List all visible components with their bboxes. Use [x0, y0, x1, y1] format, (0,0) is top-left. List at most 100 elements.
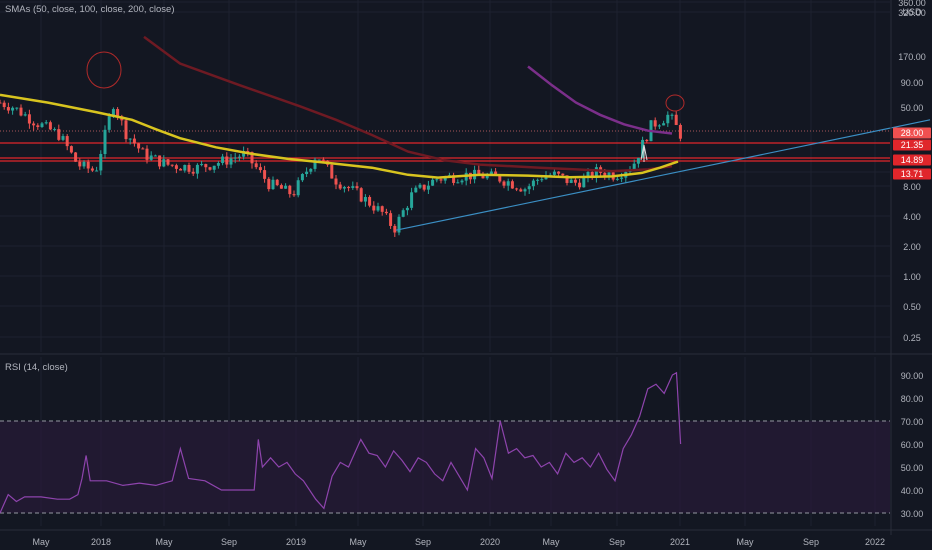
candle-body	[515, 188, 519, 190]
candle	[128, 138, 132, 145]
time-tick-label: 2018	[91, 537, 111, 547]
candle-body	[368, 197, 372, 206]
candle	[376, 202, 380, 212]
candle	[2, 100, 6, 110]
candle	[510, 179, 514, 189]
candle	[435, 178, 439, 183]
candle-body	[99, 153, 103, 171]
candle	[275, 178, 279, 187]
price-tick-label: 4.00	[903, 212, 921, 222]
candle-body	[216, 163, 220, 166]
candle-body	[305, 171, 309, 175]
candle	[536, 178, 540, 185]
candle	[99, 150, 103, 176]
candle-body	[607, 172, 611, 177]
candle	[0, 99, 2, 104]
candle-body	[145, 148, 149, 160]
candle	[384, 208, 388, 215]
candle-body	[221, 156, 225, 164]
candle-body	[132, 138, 136, 144]
rsi-pane[interactable]	[0, 357, 890, 526]
candle-body	[523, 189, 527, 192]
candle-body	[670, 114, 674, 116]
candle-body	[498, 174, 502, 182]
rsi-legend[interactable]: RSI (14, close)	[5, 362, 68, 373]
candle	[40, 121, 44, 128]
candle	[372, 201, 376, 214]
candle-body	[95, 170, 99, 172]
candle	[141, 147, 145, 150]
time-tick-label: Sep	[221, 537, 237, 547]
candle	[657, 124, 661, 129]
candle-body	[372, 205, 376, 211]
candle	[132, 134, 136, 147]
candle	[300, 173, 304, 183]
candle	[48, 120, 52, 131]
price-label-box	[893, 154, 931, 166]
candle	[506, 178, 510, 191]
candle-body	[279, 185, 283, 189]
sma-200-line	[527, 65, 673, 135]
sma-100-line	[143, 35, 673, 173]
candle	[330, 162, 334, 179]
candle-body	[65, 136, 69, 147]
candle-body	[86, 161, 90, 169]
candle-body	[418, 184, 422, 188]
candle	[267, 177, 271, 192]
candle	[200, 160, 204, 167]
price-tick-label: 50.00	[901, 103, 924, 113]
time-tick-label: 2021	[670, 537, 690, 547]
candle	[632, 159, 636, 171]
candle-body	[594, 167, 598, 178]
candle	[515, 187, 519, 192]
candle-body	[242, 150, 246, 157]
candle	[662, 120, 666, 126]
candle-body	[452, 175, 456, 183]
candle	[233, 152, 237, 164]
candle	[254, 160, 258, 170]
sma-legend[interactable]: SMAs (50, close, 100, close, 200, close)	[5, 4, 175, 15]
candle-body	[82, 161, 86, 167]
candle	[393, 223, 397, 237]
candle	[208, 166, 212, 171]
candle-body	[15, 107, 19, 109]
candle-body	[229, 158, 233, 165]
price-tick-label: 360.00	[898, 0, 926, 8]
candle	[23, 111, 27, 117]
candle	[653, 117, 657, 130]
candle	[594, 163, 598, 183]
candle-body	[124, 120, 128, 140]
candle	[351, 181, 355, 190]
candle-body	[78, 161, 82, 167]
time-axis[interactable]: May 2018 May Sep 2019 May Sep 2020 May Sep 2021 May…	[0, 529, 932, 547]
candle	[557, 171, 561, 177]
candle-body	[53, 129, 57, 131]
price-tick-label: 1.00	[903, 272, 921, 282]
candle	[187, 162, 191, 174]
candle	[271, 176, 275, 190]
candle-body	[561, 173, 565, 176]
candle-body	[212, 165, 216, 170]
price-label: 14.89	[901, 155, 924, 165]
candle	[179, 168, 183, 171]
candle-body	[191, 171, 195, 174]
candle-body	[288, 185, 292, 195]
candle-body	[137, 143, 141, 149]
candle	[292, 190, 296, 197]
candle-body	[187, 164, 191, 172]
candle-body	[678, 124, 682, 139]
candle-body	[27, 114, 31, 124]
candle	[355, 182, 359, 191]
candle-body	[267, 178, 271, 190]
candle	[477, 165, 481, 175]
candle-body	[338, 184, 342, 189]
candle-body	[359, 188, 363, 202]
candle	[174, 163, 178, 174]
candle	[502, 180, 506, 189]
candle	[347, 185, 351, 192]
candle-body	[2, 102, 6, 108]
candle-body	[586, 172, 590, 178]
candle-body	[405, 207, 409, 211]
